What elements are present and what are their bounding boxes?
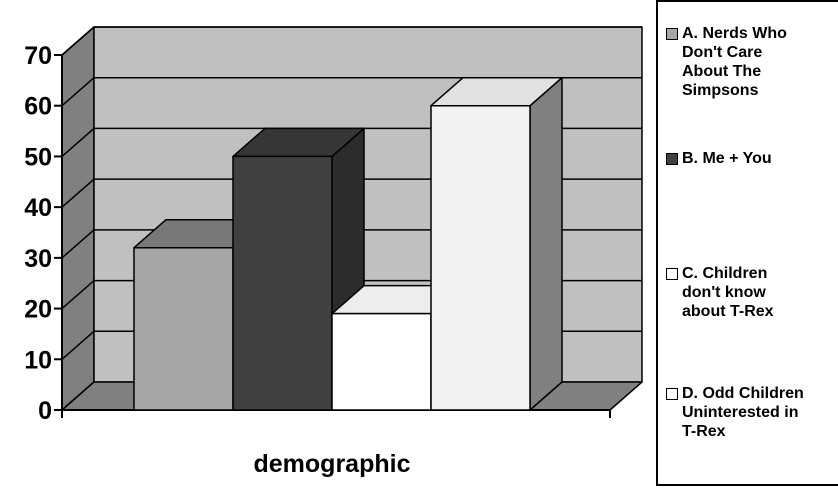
y-tick-label-20: 20 [24,296,52,324]
bar-side-d [529,76,563,411]
bar-front-a [133,246,234,411]
x-axis-label: demographic [254,450,411,478]
y-tick-label-60: 60 [24,93,52,121]
y-tick-label-70: 70 [24,42,52,70]
side-wall [61,26,95,411]
legend-item-d: D. Odd Children Uninterested in T-Rex [666,384,838,441]
y-tick-label-30: 30 [24,245,52,273]
legend-swatch-b [666,153,678,165]
bar-front-d [430,104,531,411]
legend-swatch-c [666,268,678,280]
bar-chart: 0 10 20 30 40 50 60 70 demographic [24,26,643,478]
y-tick-label-50: 50 [24,143,52,171]
legend-label-b: B. Me + You [682,150,772,167]
y-tick-label-10: 10 [24,346,52,374]
bars [133,76,563,411]
legend-label-a: A. Nerds Who Don't Care About The Simpso… [682,25,787,99]
legend-swatch-a [666,28,678,40]
legend-label-c: C. Children don't know about T-Rex [682,265,774,320]
legend-label-d: D. Odd Children Uninterested in T-Rex [682,385,804,440]
legend-item-c: C. Children don't know about T-Rex [666,264,838,321]
gridline-70 [61,26,642,56]
bar-front-b [232,155,333,411]
bar-front-c [331,312,432,411]
legend: A. Nerds Who Don't Care About The Simpso… [656,0,838,486]
y-tick-label-40: 40 [24,194,52,222]
bar-d [430,76,563,411]
legend-swatch-d [666,388,678,400]
y-tick-label-0: 0 [38,397,52,425]
legend-item-b: B. Me + You [666,149,838,168]
gridline-60 [61,76,642,107]
legend-item-a: A. Nerds Who Don't Care About The Simpso… [666,24,838,100]
